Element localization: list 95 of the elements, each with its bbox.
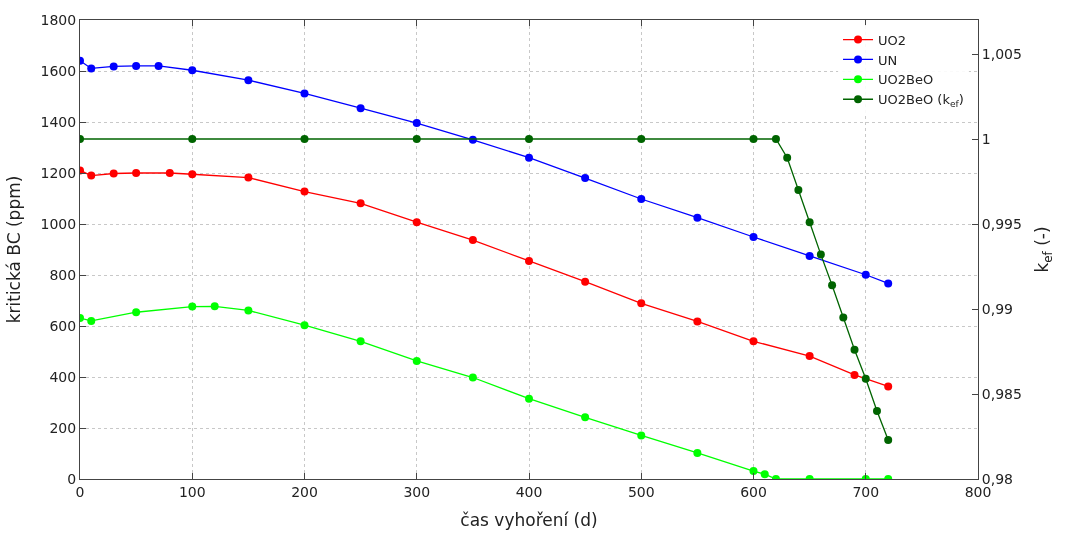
y2-tick-label: 1 [981,130,991,147]
point [872,407,881,415]
point [468,373,477,382]
point [356,337,365,346]
point [412,218,421,227]
point [132,61,141,70]
point [884,435,893,444]
x-tick-label: 100 [178,483,206,500]
point [783,153,792,162]
point [244,76,253,85]
point [188,135,197,143]
legend-label: UO2 [878,32,907,48]
y-tick-label: 0 [67,470,77,487]
y-tick-label: 800 [49,266,77,283]
point [525,256,533,265]
point [165,169,174,177]
y2-tick-label: 0,995 [981,215,1022,232]
point [794,186,803,194]
y-axis-title: kritická BC (ppm) [4,175,25,324]
x-axis-title: čas vyhoření (d) [460,510,598,531]
point [244,173,253,182]
y-tick-label: 1600 [40,62,77,79]
point [637,195,646,204]
y-tick-label: 1200 [40,164,77,181]
point [87,64,96,73]
point [850,345,859,354]
point [805,352,814,361]
point [850,370,859,379]
y-tick-label: 1000 [40,215,77,232]
point [805,218,814,227]
legend-label: UO2BeO [878,72,934,88]
point [749,233,758,242]
point [771,135,780,143]
point [412,119,421,128]
point [637,299,646,308]
point [468,236,477,245]
x-tick-label: 200 [291,483,318,500]
point [525,135,533,143]
point [87,171,96,180]
y-tick-label: 1800 [40,11,77,28]
point [749,135,758,143]
point [188,302,197,311]
point [356,199,365,208]
point [760,470,769,479]
point [87,316,96,325]
point [300,89,309,98]
point [693,317,702,326]
point [210,302,219,311]
point [805,251,814,260]
point [412,356,421,365]
point [749,337,758,346]
y2-tick-label: 0,985 [981,385,1022,402]
point [581,277,590,286]
point [816,250,825,259]
y-tick-label: 200 [49,419,77,436]
point [861,374,870,383]
point [300,135,309,143]
point [525,394,533,403]
point [581,174,590,183]
point [412,135,421,143]
point [693,213,702,222]
point [300,187,309,196]
point [525,153,533,162]
point [884,382,893,391]
x-tick-label: 500 [627,483,655,500]
x-tick-label: 600 [740,483,767,500]
point [244,306,253,315]
point [637,431,646,440]
point [749,467,758,476]
point [839,313,848,322]
point [188,66,197,75]
point [109,62,118,71]
x-tick-label: 300 [403,483,431,500]
y-tick-label: 600 [49,317,77,334]
y2-tick-label: 1,005 [981,45,1022,62]
point [581,413,590,422]
point [132,308,141,317]
y-tick-label: 1400 [40,113,77,130]
point [884,279,893,288]
point [356,104,365,113]
point [154,61,163,70]
point [109,169,118,178]
x-tick-label: 700 [852,483,880,500]
legend-label: UO2BeO (k$_{ef}$) [878,92,964,110]
point [828,281,837,290]
point [637,135,646,143]
point [693,448,702,457]
x-tick-label: 400 [515,483,543,500]
point [861,270,870,279]
point [300,321,309,330]
y2-tick-label: 0,99 [981,300,1013,317]
point [188,170,197,179]
point [132,169,141,177]
y-tick-label: 400 [49,368,77,385]
legend-label: UN [878,52,898,68]
